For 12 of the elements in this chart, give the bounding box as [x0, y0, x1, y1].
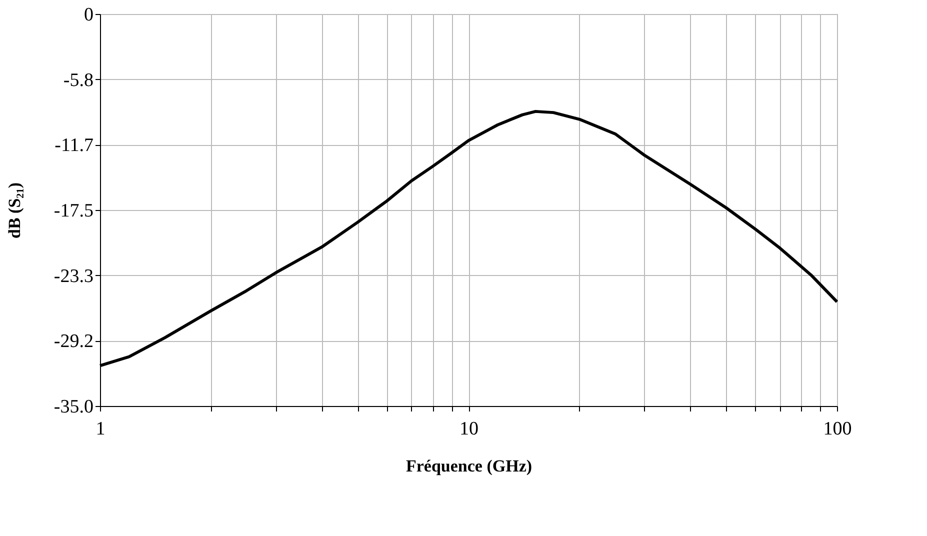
y-axis-title: dB (S₂₁): [4, 182, 24, 239]
x-tick-label: 1: [96, 418, 106, 440]
y-tick-label: 0: [84, 4, 94, 26]
y-tick-label: -35.0: [54, 396, 94, 418]
y-tick-label: -23.3: [54, 266, 94, 287]
x-tick-label: 10: [460, 418, 478, 440]
y-tick-label: -5.8: [63, 70, 94, 91]
y-tick-label: -17.5: [54, 200, 94, 222]
x-tick-label: 100: [823, 418, 852, 440]
x-axis-title: Fréquence (GHz): [406, 456, 532, 476]
y-tick-label: -29.2: [54, 331, 94, 352]
y-tick-label: -11.7: [54, 135, 94, 156]
